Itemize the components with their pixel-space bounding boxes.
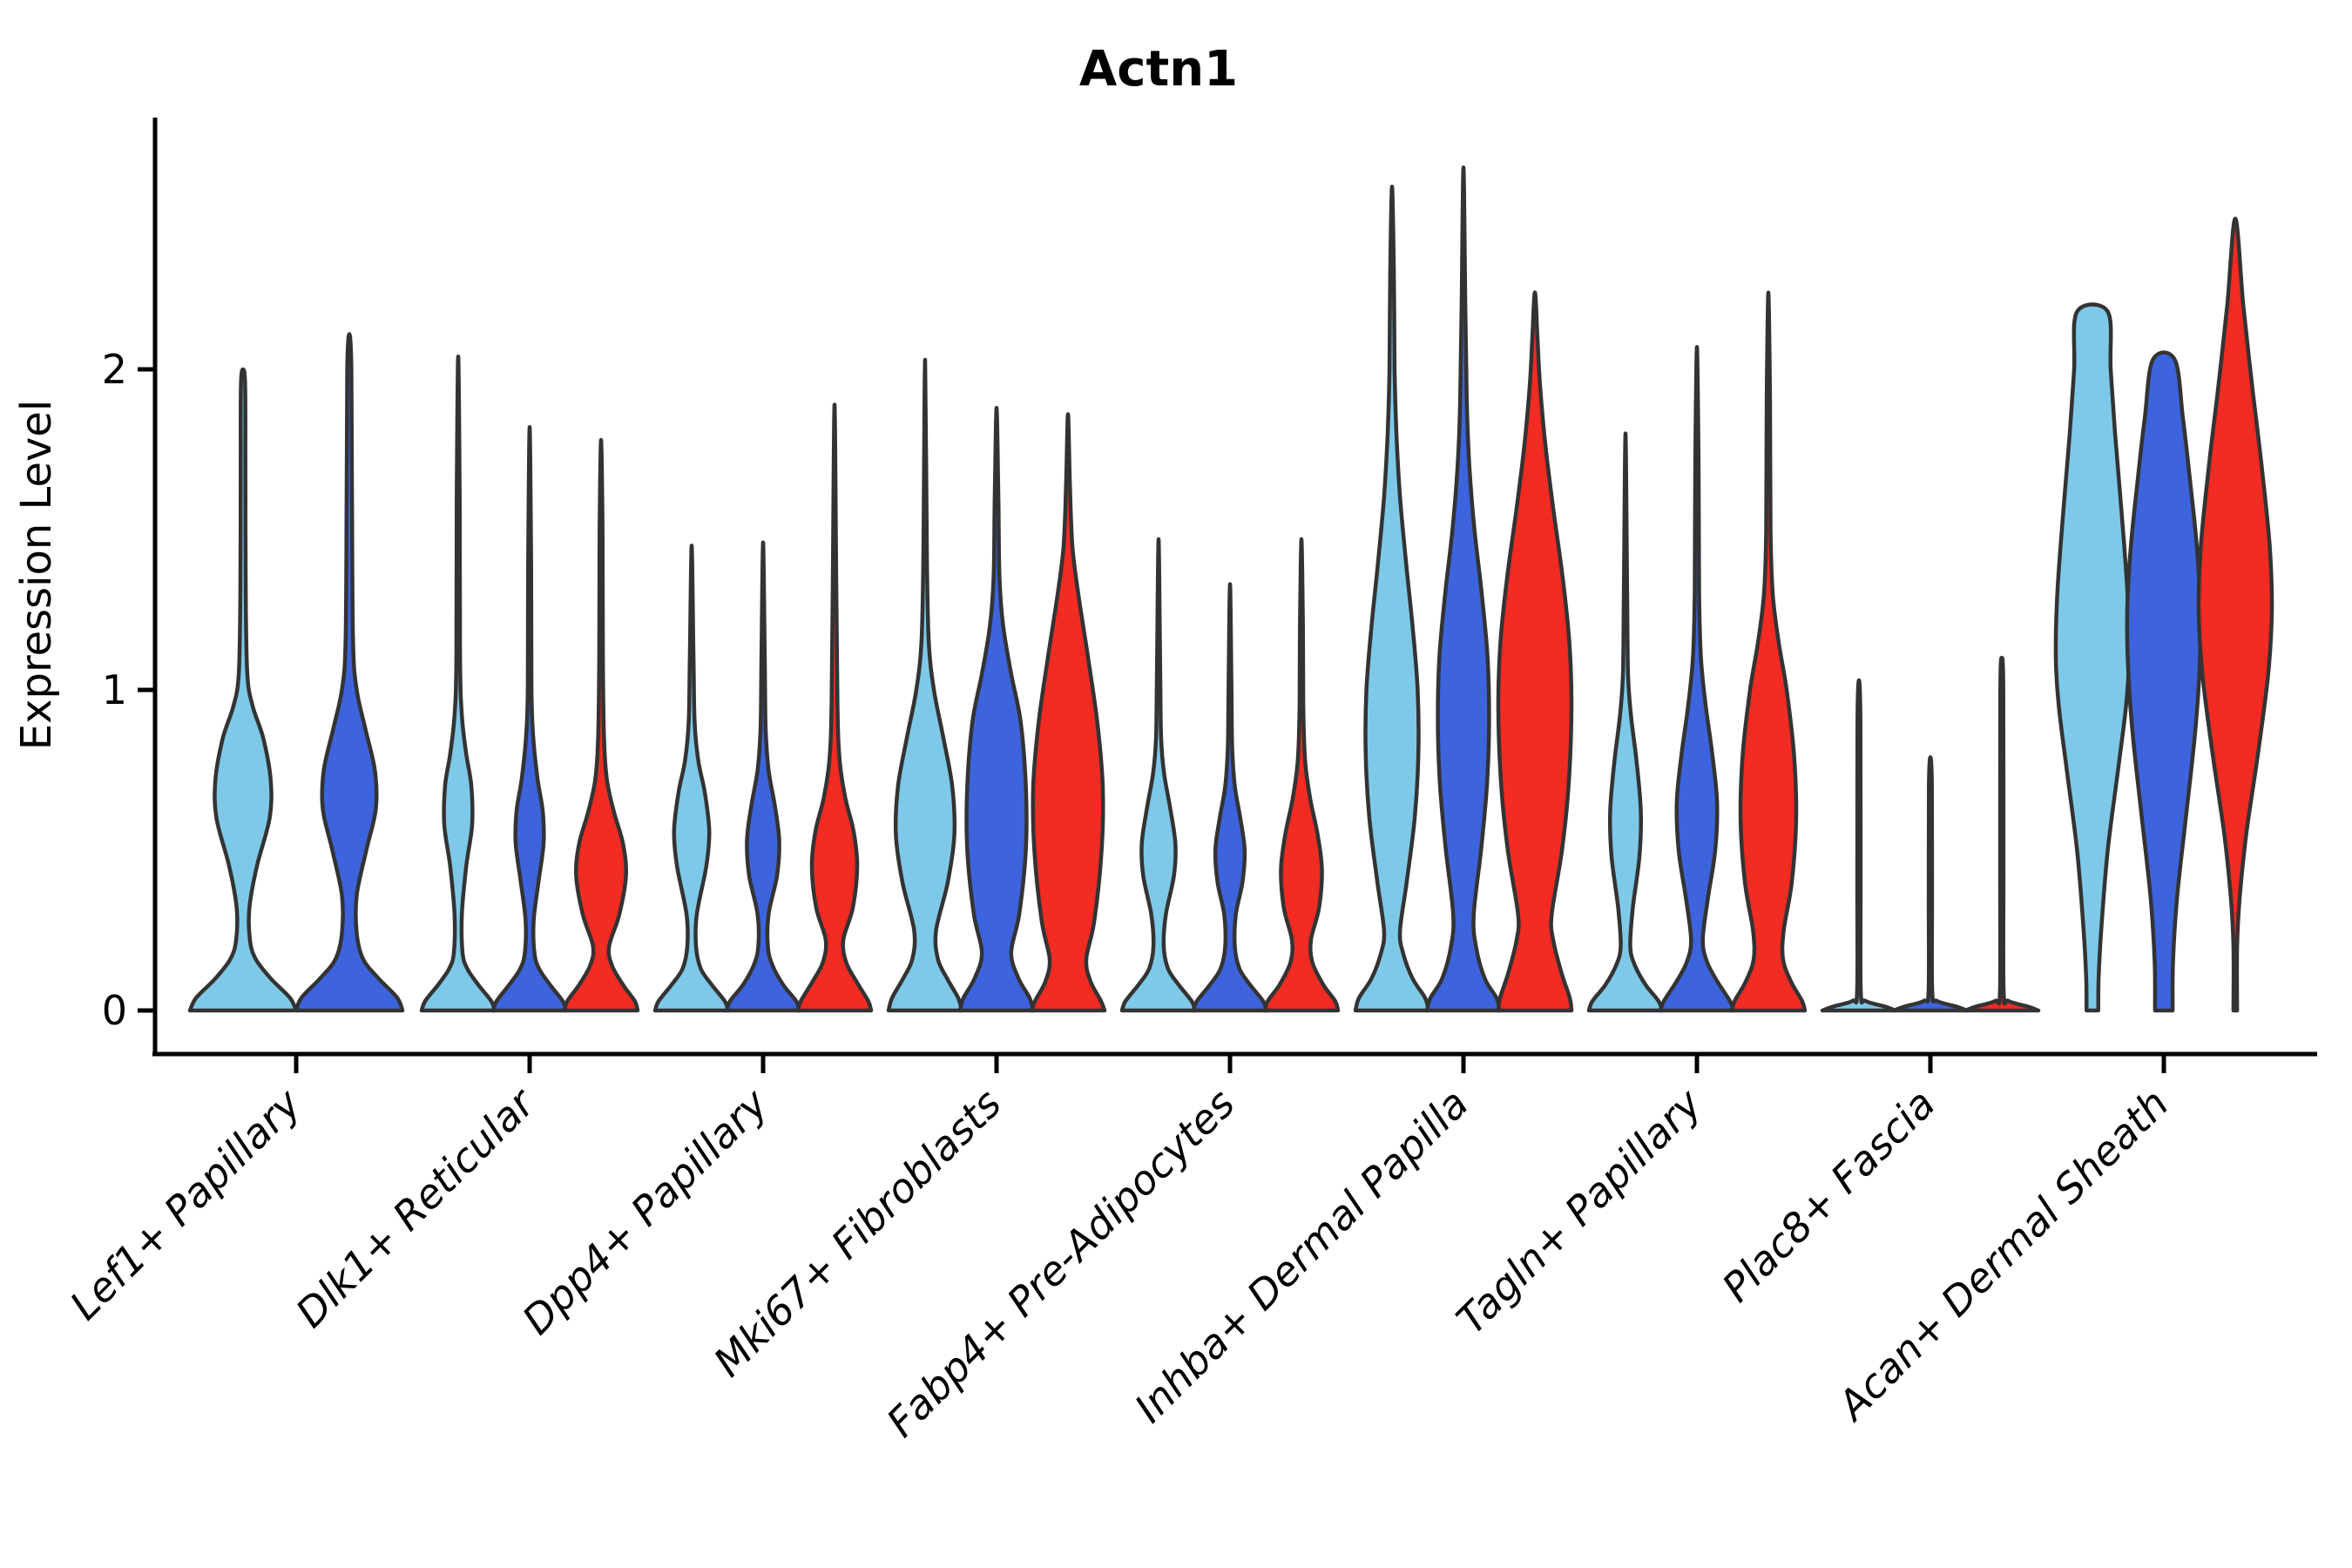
- x-axis-ticks: [294, 1054, 2166, 1073]
- violin-fabp4-dark_blue: [1191, 582, 1269, 1013]
- violin-fabp4-red: [1262, 537, 1341, 1013]
- y-tick-label: 2: [102, 346, 127, 393]
- violin-acan-dark_blue: [2125, 350, 2203, 1013]
- violin-mki67-light_blue: [886, 357, 964, 1013]
- violin-dpp4-dark_blue: [724, 540, 802, 1013]
- x-axis-label: Dpp4+ Papillary: [513, 1079, 777, 1343]
- violin-dpp4-light_blue: [652, 544, 731, 1013]
- x-axis-label: Dlk1+ Reticular: [287, 1078, 545, 1336]
- chart-title: Actn1: [1079, 41, 1238, 98]
- violin-dlk1-dark_blue: [490, 424, 569, 1013]
- violin-plac8-light_blue: [1820, 678, 1898, 1013]
- violin-inhba-dark_blue: [1424, 165, 1503, 1013]
- violin-lef1-light_blue: [187, 367, 299, 1013]
- violin-inhba-light_blue: [1353, 184, 1431, 1013]
- violin-plac8-dark_blue: [1891, 755, 1970, 1013]
- violin-inhba-red: [1496, 290, 1574, 1013]
- violin-mki67-red: [1029, 412, 1107, 1013]
- violin-tagln-red: [1729, 290, 1808, 1013]
- y-tick-label: 0: [102, 987, 127, 1034]
- violin-acan-light_blue: [2053, 302, 2132, 1013]
- x-axis-label: Plac8+ Fascia: [1713, 1080, 1943, 1311]
- x-axis-label: Lef1+ Papillary: [61, 1079, 310, 1328]
- y-tick-label: 1: [102, 666, 127, 713]
- violin-fabp4-light_blue: [1119, 537, 1198, 1013]
- violin-acan-red: [2196, 216, 2274, 1013]
- violin-plac8-red: [1963, 655, 2041, 1013]
- x-axis-label: Tagln+ Papillary: [1447, 1079, 1711, 1343]
- violin-dpp4-red: [795, 402, 874, 1013]
- violin-dlk1-red: [562, 437, 640, 1013]
- violin-mki67-dark_blue: [957, 405, 1036, 1013]
- violin-lef1-dark_blue: [294, 332, 405, 1013]
- violin-dlk1-light_blue: [419, 355, 497, 1013]
- y-axis-ticks: 0 1 2: [102, 346, 155, 1034]
- violin-tagln-dark_blue: [1658, 344, 1736, 1013]
- violin-tagln-light_blue: [1586, 431, 1665, 1013]
- violins-layer: [187, 165, 2274, 1013]
- y-axis-label: Expression Level: [12, 400, 61, 751]
